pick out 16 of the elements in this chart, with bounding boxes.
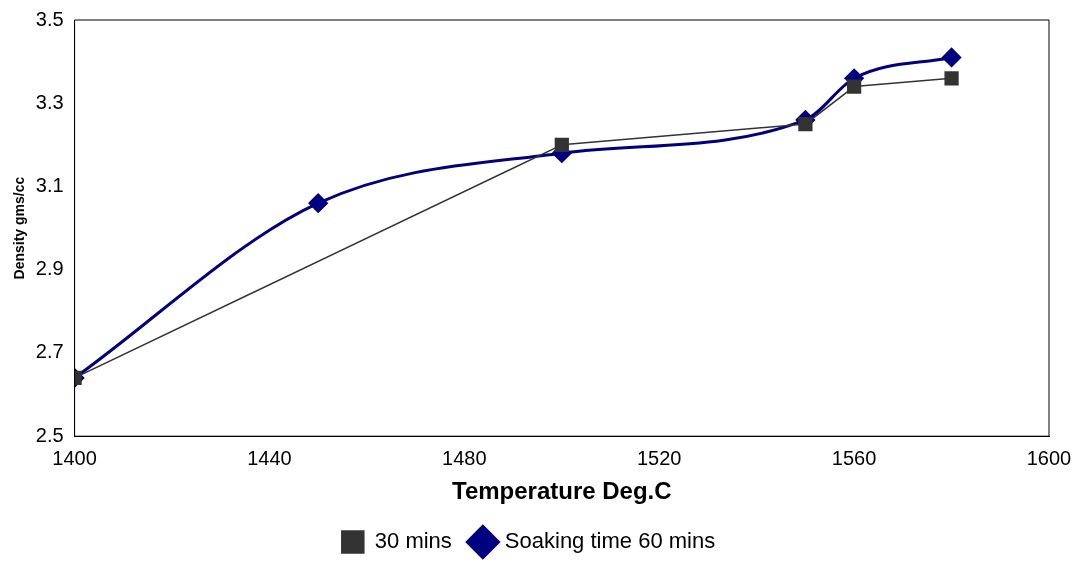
y-tick-label: 3.3 xyxy=(35,90,64,113)
x-axis-title: Temperature Deg.C xyxy=(452,477,672,505)
x-tick-label: 1520 xyxy=(636,446,682,469)
x-tick-label: 1480 xyxy=(442,446,487,469)
x-tick-label: 1440 xyxy=(247,446,292,469)
x-tick-label: 1400 xyxy=(52,446,97,469)
y-tick-label: 2.7 xyxy=(35,340,64,363)
y-tick-label: 3.1 xyxy=(35,174,64,196)
x-tick-label: 1600 xyxy=(1026,446,1072,469)
legend-label: 30 mins xyxy=(374,528,452,554)
y-axis-title: Density gms/cc xyxy=(11,176,28,280)
y-tick-label: 2.9 xyxy=(35,257,64,280)
y-tick-label: 2.5 xyxy=(35,423,64,446)
x-tick-label: 1560 xyxy=(831,446,877,469)
y-tick-label: 3.5 xyxy=(35,7,64,30)
legend-label: Soaking time 60 mins xyxy=(504,528,716,554)
